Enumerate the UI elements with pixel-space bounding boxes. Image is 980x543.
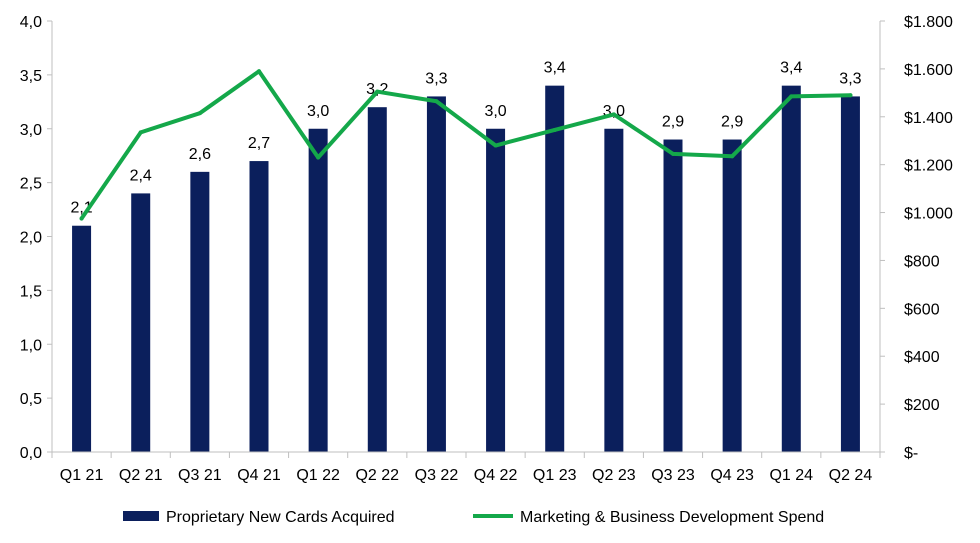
legend-line-label: Marketing & Business Development Spend	[520, 509, 824, 526]
line-series	[79, 69, 853, 221]
bar-series	[72, 85, 860, 453]
bar-data-labels: 2,12,42,62,73,03,23,33,03,43,02,92,93,43…	[70, 60, 861, 217]
line-point	[257, 69, 261, 74]
right-tick-label: $1.800	[904, 14, 953, 31]
line-point	[493, 143, 498, 148]
left-y-axis: 0,0 0,5 1,0 1,5 2,0 2,5 3,0 3,5 4,0	[20, 14, 53, 462]
left-tick-label: 1,5	[20, 283, 42, 300]
x-tick-label: Q1 21	[60, 467, 104, 484]
x-tick-label: Q1 24	[769, 467, 813, 484]
bar-data-label: 3,3	[425, 70, 447, 87]
right-tick-label: $1.000	[904, 206, 953, 223]
line-point	[730, 154, 735, 159]
right-tick-label: $200	[904, 397, 940, 414]
bar	[486, 128, 506, 452]
bar	[545, 85, 565, 453]
bar	[604, 128, 624, 452]
x-tick-label: Q2 22	[355, 467, 399, 484]
right-y-axis: $- $200 $400 $600 $800 $1.000 $1.200 $1.400 $1.6…	[879, 14, 953, 462]
left-tick-label: 4,0	[20, 14, 42, 31]
line-point	[375, 89, 380, 94]
legend-bar-swatch	[123, 511, 159, 521]
x-tick-label: Q4 21	[237, 467, 281, 484]
x-tick-label: Q1 22	[296, 467, 340, 484]
bar-data-label: 3,3	[839, 70, 861, 87]
x-tick-label: Q3 21	[178, 467, 222, 484]
right-tick-label: $1.600	[904, 62, 953, 79]
bar-data-label: 2,9	[721, 114, 743, 131]
line-point	[138, 130, 143, 135]
left-tick-label: 2,5	[20, 176, 42, 193]
legend: Proprietary New Cards Acquired Marketing …	[123, 509, 824, 526]
line-point	[197, 111, 202, 116]
bar-data-label: 3,0	[307, 103, 329, 120]
line-point	[611, 112, 616, 117]
right-tick-label: $1.400	[904, 110, 953, 127]
x-tick-label: Q2 21	[119, 467, 163, 484]
left-tick-label: 3,0	[20, 122, 42, 139]
line-point	[316, 155, 321, 160]
x-tick-label: Q3 22	[415, 467, 459, 484]
x-tick-label: Q1 23	[533, 467, 577, 484]
bar	[840, 96, 860, 453]
legend-bar-label: Proprietary New Cards Acquired	[166, 509, 395, 526]
bar-data-label: 2,7	[248, 135, 270, 152]
bar	[249, 161, 269, 452]
right-tick-label: $400	[904, 349, 940, 366]
left-tick-label: 3,5	[20, 68, 42, 85]
line-point	[79, 216, 84, 221]
line-point	[789, 94, 794, 99]
left-tick-label: 2,0	[20, 230, 42, 247]
bar-data-label: 2,4	[130, 167, 152, 184]
left-tick-label: 0,5	[20, 391, 42, 408]
left-tick-label: 0,0	[20, 445, 42, 462]
line-point	[848, 93, 853, 98]
x-tick-label: Q4 23	[710, 467, 754, 484]
right-tick-label: $1.200	[904, 158, 953, 175]
x-axis: Q1 21 Q2 21 Q3 21 Q4 21 Q1 22 Q2 22 Q3 22 Q4 22…	[51, 451, 881, 484]
x-tick-label: Q2 24	[829, 467, 873, 484]
bar-data-label: 3,4	[544, 60, 566, 77]
line-point	[671, 151, 675, 156]
bar	[722, 139, 742, 452]
right-tick-label: $600	[904, 301, 940, 318]
bar	[131, 193, 151, 452]
bar	[426, 96, 446, 453]
bar-data-label: 3,4	[780, 60, 802, 77]
line-point	[552, 127, 557, 132]
line-point	[434, 99, 439, 104]
x-tick-label: Q3 23	[651, 467, 695, 484]
spend-line	[79, 69, 853, 221]
left-tick-label: 1,0	[20, 337, 42, 354]
bar	[781, 85, 801, 453]
right-tick-label: $-	[904, 445, 918, 462]
bar-data-label: 2,6	[189, 146, 211, 163]
x-tick-label: Q4 22	[474, 467, 518, 484]
bar	[72, 225, 92, 452]
bar-data-label: 2,9	[662, 114, 684, 131]
bar	[367, 107, 387, 452]
bar	[190, 171, 210, 452]
bar	[663, 139, 683, 452]
bar	[308, 128, 328, 452]
bar-data-label: 3,0	[484, 103, 506, 120]
x-tick-label: Q2 23	[592, 467, 636, 484]
right-tick-label: $800	[904, 253, 940, 270]
